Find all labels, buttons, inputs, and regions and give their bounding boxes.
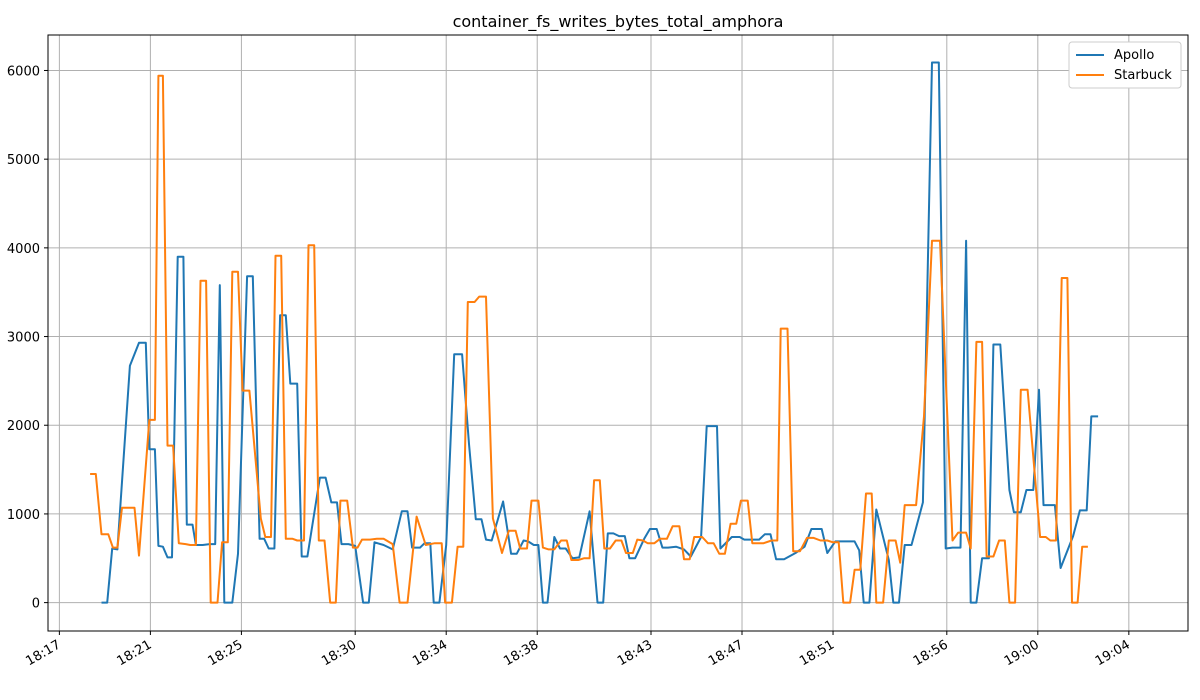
x-tick-label: 18:34 [410,637,450,669]
y-tick-label: 2000 [7,419,40,434]
x-tick-label: 18:21 [114,637,154,669]
x-tick-label: 18:43 [615,637,655,669]
x-tick-label: 18:56 [911,637,951,669]
legend: Apollo Starbuck [1068,41,1182,89]
x-tick-label: 18:51 [797,637,837,669]
x-tick-label: 18:38 [501,637,541,669]
y-tick-label: 3000 [7,331,40,346]
x-tick-label: 19:00 [1002,637,1042,669]
x-tick-label: 19:04 [1093,637,1133,669]
legend-label-apollo: Apollo [1114,48,1154,63]
plot-area-frame [47,34,1189,632]
legend-label-starbuck: Starbuck [1114,68,1172,83]
series-lines [90,61,1099,604]
y-tick-label: 5000 [7,153,40,168]
y-tick-label: 1000 [7,508,40,523]
y-tick-label: 6000 [7,64,40,79]
grid-lines [48,35,1188,631]
series-line-apollo [101,61,1099,604]
x-tick-label: 18:30 [319,637,359,669]
chart-title: container_fs_writes_bytes_total_amphora [453,12,784,32]
x-tick-label: 18:25 [205,637,245,669]
x-tick-label: 18:17 [23,637,63,669]
series-line-starbuck [90,74,1088,604]
x-tick-label: 18:47 [706,637,746,669]
y-tick-label: 0 [32,597,40,612]
y-tick-label: 4000 [7,242,40,257]
legend-box [1068,41,1182,89]
